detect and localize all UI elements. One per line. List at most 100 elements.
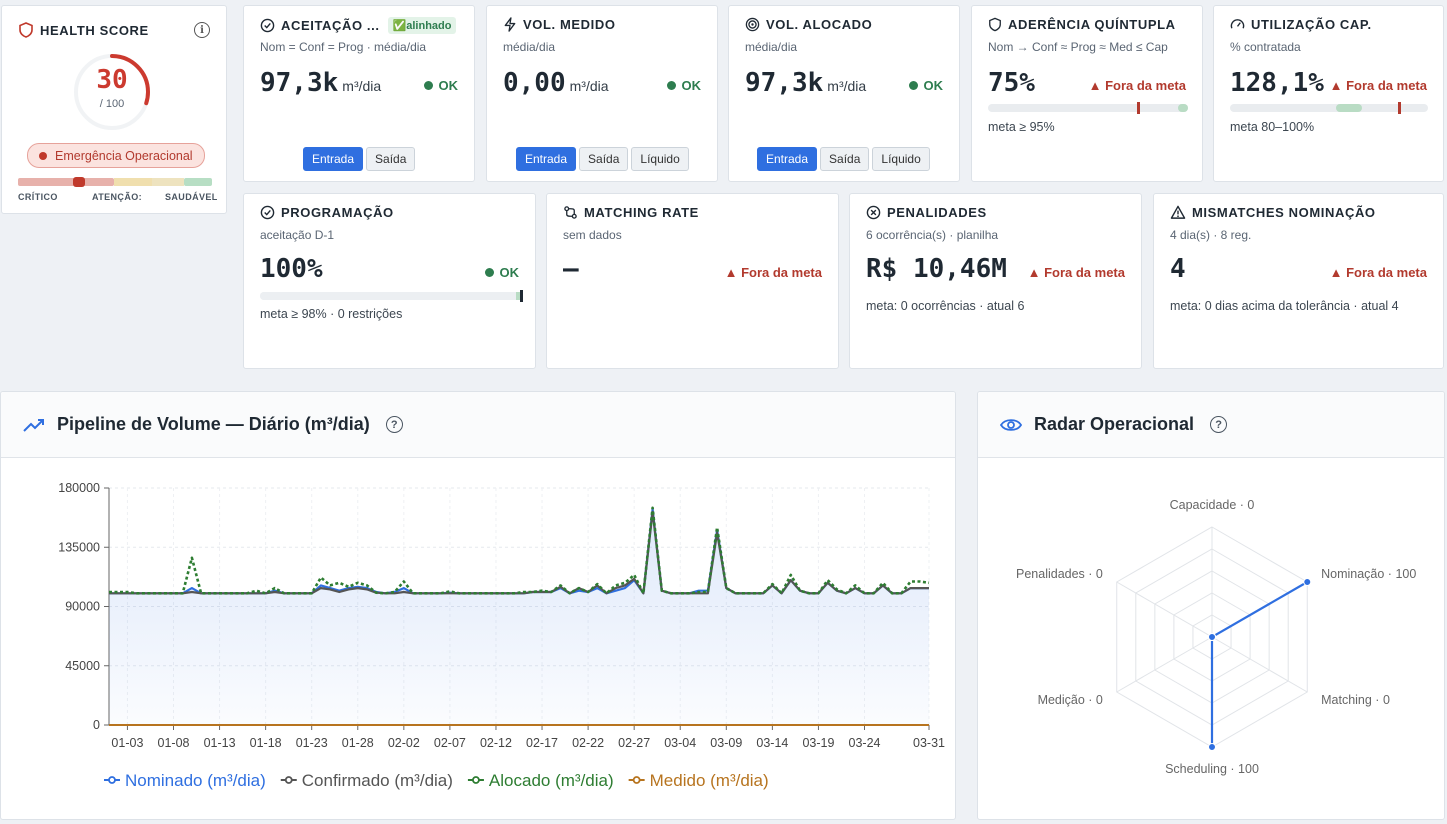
pipeline-line-chart: 0 45000 90000 135000 180000 01-03 01-08 01-13 01… — [58, 481, 945, 790]
x-tick-label: 01-08 — [158, 736, 190, 750]
kpi-value: 75% — [988, 68, 1035, 98]
kpi-card-utilizacao: UTILIZAÇÃO CAP. % contratada 128,1% ▲ Fo… — [1213, 5, 1444, 182]
x-tick-label: 02-27 — [618, 736, 650, 750]
value-marker — [519, 290, 523, 302]
kpi-subtitle: sem dados — [563, 228, 622, 242]
radar-point — [1303, 578, 1312, 586]
help-icon[interactable]: ? — [1210, 416, 1228, 433]
radar-header: Radar Operacional ? — [978, 392, 1444, 458]
kpi-meta: meta: 0 dias acima da tolerância · atual… — [1170, 299, 1399, 313]
kpi-card-aceitacao: ACEITAÇÃO ... ✅alinhado Nom = Conf = Pro… — [243, 5, 475, 182]
check-circle-icon — [260, 18, 275, 33]
kpi-title: ACEITAÇÃO ... — [281, 18, 380, 33]
y-tick-label: 90000 — [65, 600, 100, 614]
kpi-value: 100% — [260, 254, 323, 284]
shield-icon — [19, 22, 33, 38]
kpi-title: PENALIDADES — [887, 205, 987, 220]
kpi-subtitle: média/dia — [503, 40, 556, 54]
pipeline-panel: Pipeline de Volume — Diário (m³/dia) ? 0… — [0, 391, 956, 820]
y-tick-label: 180000 — [58, 481, 100, 495]
kpi-value: 128,1% — [1230, 68, 1324, 98]
info-icon[interactable]: i — [194, 22, 210, 38]
legend-item: Nominado (m³/dia) — [104, 771, 266, 790]
kpi-status-ok: OK — [423, 78, 458, 93]
kpi-title: VOL. MEDIDO — [523, 17, 616, 32]
kpi-title: ADERÊNCIA QUÍNTUPLA — [1008, 17, 1176, 32]
help-icon[interactable]: ? — [385, 416, 403, 433]
kpi-subtitle: 6 ocorrência(s) · planilha — [866, 228, 999, 242]
kpi-subtitle: 4 dia(s) · 8 reg. — [1170, 228, 1252, 242]
radar-axis-label: Medição · 0 — [1038, 693, 1103, 707]
alignment-badge: ✅alinhado — [387, 17, 457, 34]
kpi-card-penalidades: PENALIDADES 6 ocorrência(s) · planilha R… — [849, 193, 1142, 369]
target-range — [1335, 104, 1362, 112]
x-tick-label: 03-09 — [710, 736, 742, 750]
radar-point — [1208, 633, 1216, 641]
tab-saida[interactable]: Saída — [579, 147, 629, 171]
kpi-value: R$ 10,46M — [866, 254, 1007, 284]
kpi-title: VOL. ALOCADO — [766, 17, 873, 32]
health-score-title: HEALTH SCORE — [40, 22, 149, 38]
health-scale-bar — [18, 177, 212, 187]
tab-entrada[interactable]: Entrada — [303, 147, 364, 171]
x-tick-label: 02-07 — [434, 736, 466, 750]
kpi-subtitle: Nom → Conf ≈ Prog ≈ Med ≤ Cap — [988, 40, 1168, 54]
target-range — [515, 292, 521, 300]
status-dot-icon — [484, 268, 494, 277]
tab-saida[interactable]: Saída — [820, 147, 870, 171]
gauge-icon — [1230, 19, 1245, 29]
x-tick-label: 01-23 — [296, 736, 328, 750]
kpi-status-ok: OK — [908, 78, 943, 93]
direction-toggle: Entrada Saída Líquido — [757, 147, 930, 171]
tab-saida[interactable]: Saída — [366, 147, 416, 171]
x-tick-label: 02-12 — [480, 736, 512, 750]
kpi-subtitle: média/dia — [745, 40, 798, 54]
kpi-meta: meta ≥ 95% — [988, 120, 1055, 134]
kpi-meta: meta 80–100% — [1230, 120, 1315, 134]
pipeline-header: Pipeline de Volume — Diário (m³/dia) ? — [1, 392, 955, 458]
x-tick-label: 01-13 — [204, 736, 236, 750]
kpi-card-vol-alocado: VOL. ALOCADO média/dia 97,3k m³/dia OK En… — [728, 5, 960, 182]
eye-icon — [1000, 418, 1022, 431]
kpi-card-programacao: PROGRAMAÇÃO aceitação D-1 100% OK meta ≥… — [243, 193, 536, 369]
radar-axis-label: Capacidade · 0 — [1170, 498, 1255, 512]
legend-label: Confirmado (m³/dia) — [302, 771, 453, 790]
kpi-title: MISMATCHES NOMINAÇÃO — [1192, 205, 1376, 220]
kpi-subtitle: aceitação D-1 — [260, 228, 335, 242]
kpi-status-bad: ▲ Fora da meta — [1329, 78, 1427, 93]
kpi-meta: meta ≥ 98% · 0 restrições — [260, 307, 403, 321]
radar-axis-label: Matching · 0 — [1321, 693, 1390, 707]
radar-axis-label: Scheduling · 100 — [1165, 762, 1259, 776]
kpi-value: 97,3k m³/dia — [745, 68, 867, 98]
y-tick-label: 45000 — [65, 659, 100, 673]
radar-axis — [1116, 581, 1213, 638]
lightning-icon — [504, 17, 516, 32]
series-line-2 — [109, 506, 930, 595]
scale-label-critical: CRÍTICO — [18, 192, 58, 202]
kpi-title: PROGRAMAÇÃO — [281, 205, 394, 220]
adherence-progress-bar — [988, 102, 1188, 114]
x-tick-label: 01-18 — [250, 736, 282, 750]
series-line-0 — [109, 508, 929, 595]
tab-entrada[interactable]: Entrada — [516, 147, 577, 171]
pipeline-title: Pipeline de Volume — Diário (m³/dia) — [57, 414, 370, 434]
shield-icon — [989, 17, 1001, 32]
x-tick-label: 03-31 — [913, 736, 945, 750]
x-tick-label: 03-04 — [664, 736, 696, 750]
tab-liquido[interactable]: Líquido — [872, 147, 930, 171]
x-tick-label: 02-02 — [388, 736, 420, 750]
x-tick-label: 03-14 — [756, 736, 788, 750]
status-dot-icon — [423, 81, 433, 90]
radar-axis-label: Penalidades · 0 — [1016, 567, 1103, 581]
series-line-1 — [109, 510, 929, 595]
tab-entrada[interactable]: Entrada — [757, 147, 818, 171]
kpi-subtitle: % contratada — [1230, 40, 1301, 54]
y-tick-label: 0 — [93, 718, 100, 732]
tab-liquido[interactable]: Líquido — [631, 147, 689, 171]
trending-up-icon — [23, 418, 44, 432]
radar-axis — [1211, 636, 1308, 693]
radar-point — [1208, 743, 1216, 751]
status-badge: Emergência Operacional — [27, 143, 205, 168]
y-tick-label: 135000 — [58, 540, 100, 554]
radar-axis — [1116, 636, 1213, 693]
